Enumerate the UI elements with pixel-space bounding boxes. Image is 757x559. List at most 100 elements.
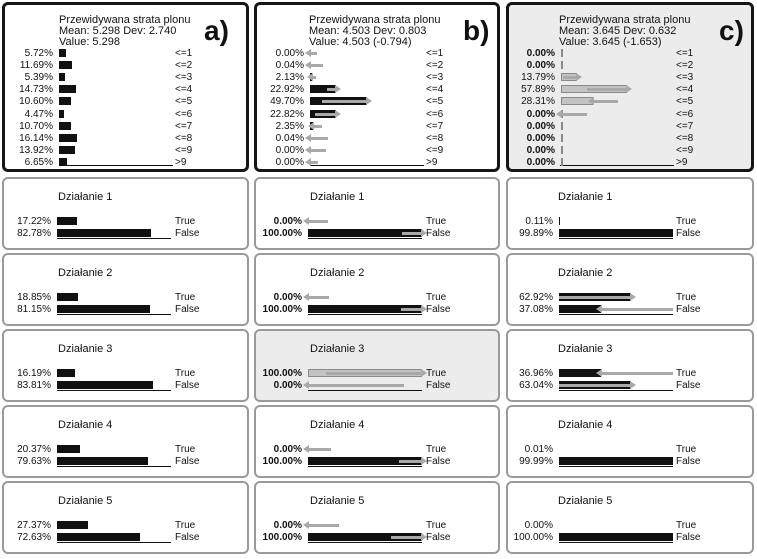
row-percent: 0.00% bbox=[526, 60, 555, 71]
action-node[interactable]: Działanie 1 17.22% True 82.78% False bbox=[2, 177, 249, 250]
false-percent: 82.78% bbox=[17, 228, 51, 239]
row-percent: 0.04% bbox=[275, 133, 304, 144]
axis-baseline bbox=[57, 542, 171, 543]
false-label: False bbox=[676, 532, 701, 543]
false-bar bbox=[57, 533, 140, 541]
row-label: <=3 bbox=[426, 72, 444, 83]
row-percent: 0.00% bbox=[526, 48, 555, 59]
panel-c-distribution-node[interactable]: Przewidywana strata plonu Mean: 3.645 De… bbox=[506, 2, 754, 172]
action-node[interactable]: Działanie 4 0.00% True 100.00% False bbox=[254, 405, 500, 478]
change-arrow bbox=[315, 110, 341, 118]
true-label: True bbox=[676, 292, 697, 303]
action-node[interactable]: Działanie 1 0.00% True 100.00% False bbox=[254, 177, 500, 250]
action-node[interactable]: Działanie 4 20.37% True 79.63% False bbox=[2, 405, 249, 478]
change-arrow bbox=[305, 158, 318, 166]
true-label: True bbox=[426, 292, 447, 303]
action-node[interactable]: Działanie 5 27.37% True 72.63% False bbox=[2, 481, 249, 554]
change-arrow bbox=[559, 293, 636, 301]
action-node[interactable]: Działanie 3 100.00% True 0.00% False bbox=[254, 329, 500, 402]
false-bar bbox=[57, 381, 153, 389]
false-bar bbox=[308, 457, 422, 465]
row-percent: 0.04% bbox=[275, 60, 304, 71]
true-bar bbox=[57, 445, 81, 453]
change-arrow bbox=[307, 73, 317, 81]
true-bar bbox=[57, 293, 79, 301]
node-mean-dev: Mean: 5.298 Dev: 2.740 bbox=[59, 25, 177, 37]
true-percent: 0.00% bbox=[273, 520, 302, 531]
row-percent: 5.39% bbox=[24, 72, 53, 83]
change-arrow bbox=[326, 85, 342, 93]
false-bar bbox=[308, 229, 422, 237]
false-label: False bbox=[175, 304, 200, 315]
false-percent: 100.00% bbox=[262, 532, 302, 543]
row-bar bbox=[561, 61, 563, 69]
row-label: <=5 bbox=[426, 96, 444, 107]
false-label: False bbox=[426, 228, 451, 239]
axis-baseline bbox=[310, 165, 424, 166]
action-node[interactable]: Działanie 5 0.00% True 100.00% False bbox=[506, 481, 754, 554]
false-percent: 79.63% bbox=[17, 456, 51, 467]
row-bar bbox=[59, 61, 73, 69]
change-arrow bbox=[559, 381, 636, 389]
change-arrow bbox=[302, 445, 332, 453]
false-label: False bbox=[426, 532, 451, 543]
false-percent: 100.00% bbox=[262, 456, 302, 467]
false-bar bbox=[559, 305, 602, 313]
row-percent: 11.69% bbox=[19, 60, 53, 71]
panel-a-distribution-node[interactable]: Przewidywana strata plonu Mean: 5.298 De… bbox=[2, 2, 249, 172]
action-node[interactable]: Działanie 2 18.85% True 81.15% False bbox=[2, 253, 249, 326]
change-arrow bbox=[302, 293, 330, 301]
change-arrow bbox=[556, 110, 587, 118]
true-percent: 17.22% bbox=[17, 216, 51, 227]
action-title: Działanie 2 bbox=[58, 267, 113, 279]
row-label: <=3 bbox=[175, 72, 193, 83]
row-label: <=2 bbox=[175, 60, 193, 71]
row-bar bbox=[561, 158, 563, 166]
false-percent: 63.04% bbox=[519, 380, 553, 391]
false-percent: 99.99% bbox=[519, 456, 553, 467]
row-label: <=9 bbox=[175, 145, 193, 156]
true-percent: 62.92% bbox=[519, 292, 553, 303]
true-percent: 0.01% bbox=[524, 444, 553, 455]
node-value: Value: 3.645 (-1.653) bbox=[559, 36, 662, 48]
row-label: <=8 bbox=[676, 133, 694, 144]
false-label: False bbox=[676, 456, 701, 467]
row-percent: 14.73% bbox=[19, 84, 53, 95]
panel-b-distribution-node[interactable]: Przewidywana strata plonu Mean: 4.503 De… bbox=[254, 2, 500, 172]
false-bar bbox=[559, 533, 673, 541]
true-label: True bbox=[175, 216, 196, 227]
action-title: Działanie 2 bbox=[310, 267, 365, 279]
row-percent: 5.72% bbox=[24, 48, 53, 59]
action-node[interactable]: Działanie 1 0.11% True 99.89% False bbox=[506, 177, 754, 250]
row-percent: 6.65% bbox=[24, 157, 53, 168]
change-arrow bbox=[302, 521, 340, 529]
row-label: >9 bbox=[175, 157, 187, 168]
row-percent: 10.70% bbox=[19, 121, 53, 132]
row-percent: 0.00% bbox=[275, 48, 304, 59]
true-percent: 0.00% bbox=[273, 216, 302, 227]
true-label: True bbox=[175, 520, 196, 531]
true-percent: 0.00% bbox=[524, 520, 553, 531]
action-title: Działanie 3 bbox=[310, 343, 365, 355]
action-node[interactable]: Działanie 2 62.92% True 37.08% False bbox=[506, 253, 754, 326]
action-node[interactable]: Działanie 3 16.19% True 83.81% False bbox=[2, 329, 249, 402]
true-label: True bbox=[426, 444, 447, 455]
action-node[interactable]: Działanie 4 0.01% True 99.99% False bbox=[506, 405, 754, 478]
row-bar bbox=[561, 146, 563, 154]
action-node[interactable]: Działanie 5 0.00% True 100.00% False bbox=[254, 481, 500, 554]
false-percent: 37.08% bbox=[519, 304, 553, 315]
row-bar bbox=[59, 85, 76, 93]
row-percent: 16.14% bbox=[19, 133, 53, 144]
action-title: Działanie 3 bbox=[58, 343, 113, 355]
change-arrow bbox=[596, 369, 673, 377]
row-label: <=1 bbox=[426, 48, 444, 59]
action-node[interactable]: Działanie 3 36.96% True 63.04% False bbox=[506, 329, 754, 402]
change-arrow bbox=[303, 381, 404, 389]
false-bar bbox=[559, 457, 673, 465]
false-percent: 81.15% bbox=[17, 304, 51, 315]
false-bar bbox=[559, 229, 673, 237]
axis-baseline bbox=[308, 390, 422, 391]
action-node[interactable]: Działanie 2 0.00% True 100.00% False bbox=[254, 253, 500, 326]
action-title: Działanie 5 bbox=[310, 495, 365, 507]
false-percent: 99.89% bbox=[519, 228, 553, 239]
